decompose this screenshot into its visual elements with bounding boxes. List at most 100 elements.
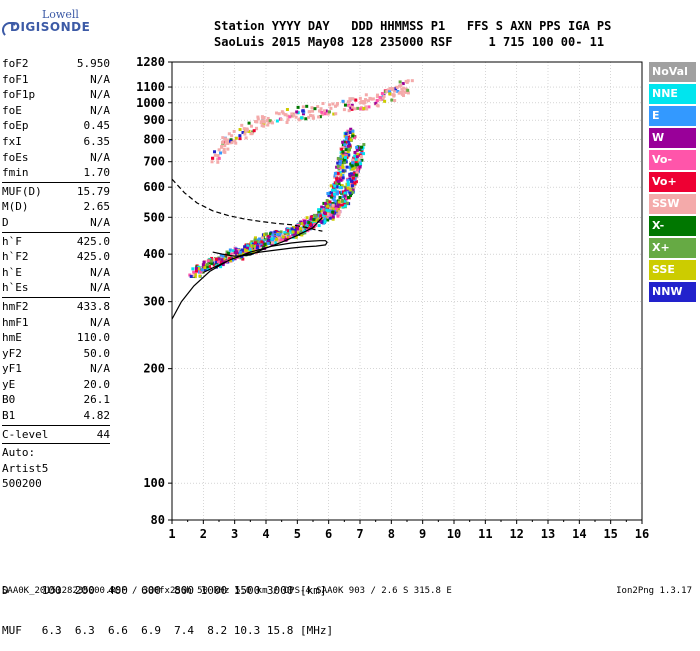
param-row: yF2 50.0 (2, 346, 110, 362)
param-separator (2, 443, 110, 445)
echo-point (343, 161, 347, 165)
logo-swoosh-icon (2, 22, 18, 38)
param-label: foEp (2, 119, 29, 133)
echo-point (224, 137, 228, 141)
param-row: foEp 0.45 (2, 118, 110, 134)
echo-point (346, 150, 350, 154)
echo-point (351, 131, 355, 135)
legend-item: NNW (649, 282, 696, 302)
legend-item: W (649, 128, 696, 148)
echo-point (201, 270, 205, 274)
echo-point (221, 140, 225, 144)
echo-point (327, 209, 331, 213)
echo-point (303, 231, 307, 235)
echo-point (375, 103, 379, 107)
echo-point (339, 156, 343, 160)
echo-point (305, 104, 309, 108)
param-note: Auto: (2, 446, 36, 460)
param-row: D N/A (2, 215, 110, 231)
echo-point (360, 145, 364, 149)
echo-point (350, 179, 354, 183)
echo-point (360, 158, 364, 162)
echo-point (299, 229, 303, 233)
distance-muf-table: D 100 200 400 600 800 1000 1500 3000 [km… (2, 558, 333, 651)
echo-point (200, 268, 204, 272)
echo-point (230, 134, 234, 138)
logo-line1: Lowell (42, 8, 79, 21)
echo-point (322, 201, 326, 205)
echo-point (207, 261, 211, 265)
echo-point (337, 167, 341, 171)
echo-point (336, 179, 340, 183)
param-label: yF2 (2, 346, 22, 360)
param-label: h`Es (2, 281, 29, 295)
echo-point (331, 193, 335, 197)
echo-point (270, 243, 274, 247)
echo-point (332, 198, 336, 202)
echo-point (353, 154, 357, 158)
echo-point (279, 238, 283, 242)
echo-point (380, 91, 384, 95)
echo-point (382, 94, 386, 98)
echo-point (256, 244, 260, 248)
echo-point (337, 202, 341, 206)
y-tick-label: 300 (143, 295, 165, 309)
echo-point (320, 110, 324, 114)
echo-point (388, 90, 392, 94)
echo-point (243, 245, 247, 249)
echo-point (354, 173, 358, 177)
echo-point (296, 227, 300, 231)
x-tick-label: 13 (541, 527, 555, 541)
legend-item: SSE (649, 260, 696, 280)
echo-point (249, 132, 253, 136)
echo-point (291, 233, 295, 237)
echo-point (291, 230, 295, 234)
param-row: foF1 N/A (2, 72, 110, 88)
echo-point (271, 241, 275, 245)
echo-point (223, 144, 227, 148)
echo-point (212, 263, 216, 267)
echo-point (252, 129, 256, 133)
profile-curves (171, 178, 328, 320)
echo-point (241, 131, 245, 135)
echo-point (203, 268, 207, 272)
echo-point (345, 201, 349, 205)
param-row: hmE 110.0 (2, 330, 110, 346)
param-label: h`F (2, 234, 22, 248)
echo-point (264, 232, 268, 236)
param-separator (2, 181, 110, 183)
echo-point (344, 153, 348, 157)
echo-point (319, 219, 323, 223)
echo-point (221, 254, 225, 258)
echo-point (300, 233, 304, 237)
echo-point (301, 109, 305, 113)
echo-point (304, 222, 308, 226)
echo-point (299, 220, 303, 224)
param-label: C-level (2, 427, 49, 441)
param-label: MUF(D) (2, 184, 42, 198)
param-value: 4.82 (83, 409, 111, 423)
echo-point (352, 173, 356, 177)
echo-point (335, 185, 339, 189)
param-row: h`Es N/A (2, 280, 110, 296)
echo-point (360, 100, 364, 104)
echo-point (346, 178, 350, 182)
echo-point (256, 115, 260, 119)
echo-point (268, 241, 272, 245)
echo-point (295, 110, 299, 114)
echo-point (326, 202, 330, 206)
echo-point (350, 172, 354, 176)
echo-point (245, 128, 249, 132)
echo-point (240, 123, 244, 127)
echo-point (294, 235, 298, 239)
param-row: h`F2 425.0 (2, 249, 110, 265)
echo-point (328, 211, 332, 215)
y-tick-label: 700 (143, 155, 165, 169)
echo-point (393, 99, 397, 103)
echo-point (319, 214, 323, 218)
echo-point (376, 93, 380, 97)
echo-point (316, 217, 320, 221)
param-row: C-level 44 (2, 427, 110, 443)
echo-point (347, 148, 351, 152)
echo-point (262, 120, 266, 124)
